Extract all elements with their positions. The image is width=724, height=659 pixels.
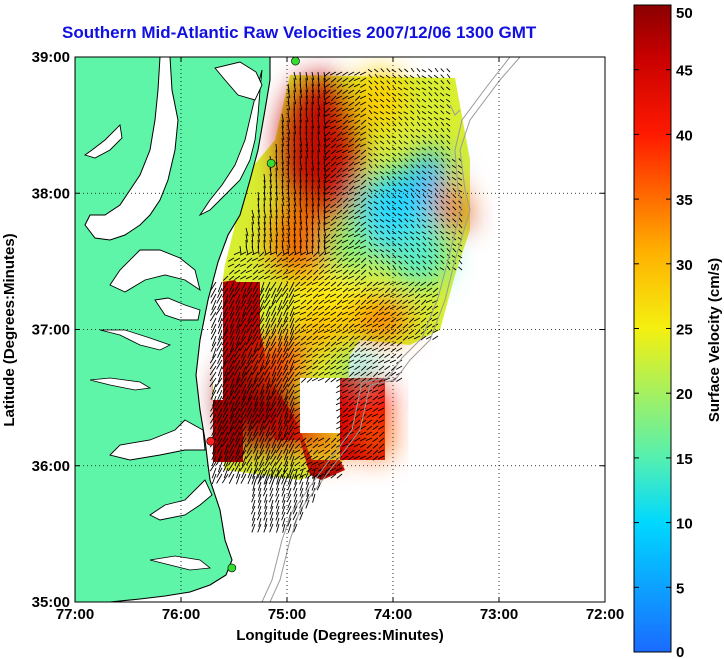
x-tick-label: 74:00: [374, 606, 412, 623]
plot-area: 77:00 76:00 75:00 74:00 73:00 72:00 39:00 38:00…: [32, 49, 625, 623]
bathymetry-contours: [261, 57, 521, 602]
radar-station-marker: [227, 563, 237, 573]
colorbar-tick-label: 30: [676, 257, 693, 274]
colorbar-tick-label: 50: [676, 5, 693, 22]
graticule: [75, 57, 605, 602]
y-tick-label: 38:00: [32, 185, 70, 202]
x-tick-label: 73:00: [480, 606, 518, 623]
x-tick-label: 72:00: [586, 606, 624, 623]
x-tick-label: 76:00: [162, 606, 200, 623]
colorbar-tick-label: 20: [676, 386, 693, 403]
radar-station-marker: [291, 57, 300, 66]
colorbar-scale: [633, 4, 672, 653]
colorbar-tick-label: 45: [676, 63, 693, 80]
colorbar-tick-label: 15: [676, 451, 693, 468]
x-tick-label: 77:00: [56, 606, 94, 623]
x-tick-label: 75:00: [268, 606, 306, 623]
colorbar: 0 5 10 15 20 25 30 35 40 45 50 Surface Velocity (c…: [633, 4, 723, 659]
colorbar-tick-label: 10: [676, 516, 693, 533]
colorbar-tick-label: 5: [676, 580, 684, 597]
y-tick-label: 39:00: [32, 49, 70, 66]
axis-ticks: 77:00 76:00 75:00 74:00 73:00 72:00 39:00 38:00…: [32, 49, 625, 623]
y-tick-label: 35:00: [32, 594, 70, 611]
current-vectors: [209, 67, 463, 533]
colorbar-tick-label: 40: [676, 127, 693, 144]
colorbar-label: Surface Velocity (cm/s): [706, 258, 723, 422]
radar-station-marker: [206, 436, 215, 446]
y-axis-label: Latitude (Degrees:Minutes): [1, 233, 18, 426]
radar-stations: [206, 57, 300, 573]
radar-station-marker: [266, 158, 276, 168]
colorbar-tick-label: 35: [676, 192, 693, 209]
y-tick-label: 37:00: [32, 322, 70, 339]
colorbar-ticks: 0 5 10 15 20 25 30 35 40 45 50: [634, 4, 693, 659]
y-tick-label: 36:00: [32, 458, 70, 475]
colorbar-tick-label: 25: [676, 322, 693, 339]
map-title: Southern Mid-Atlantic Raw Velocities 200…: [62, 23, 537, 42]
x-axis-label: Longitude (Degrees:Minutes): [236, 627, 444, 644]
colorbar-tick-label: 0: [676, 644, 684, 659]
